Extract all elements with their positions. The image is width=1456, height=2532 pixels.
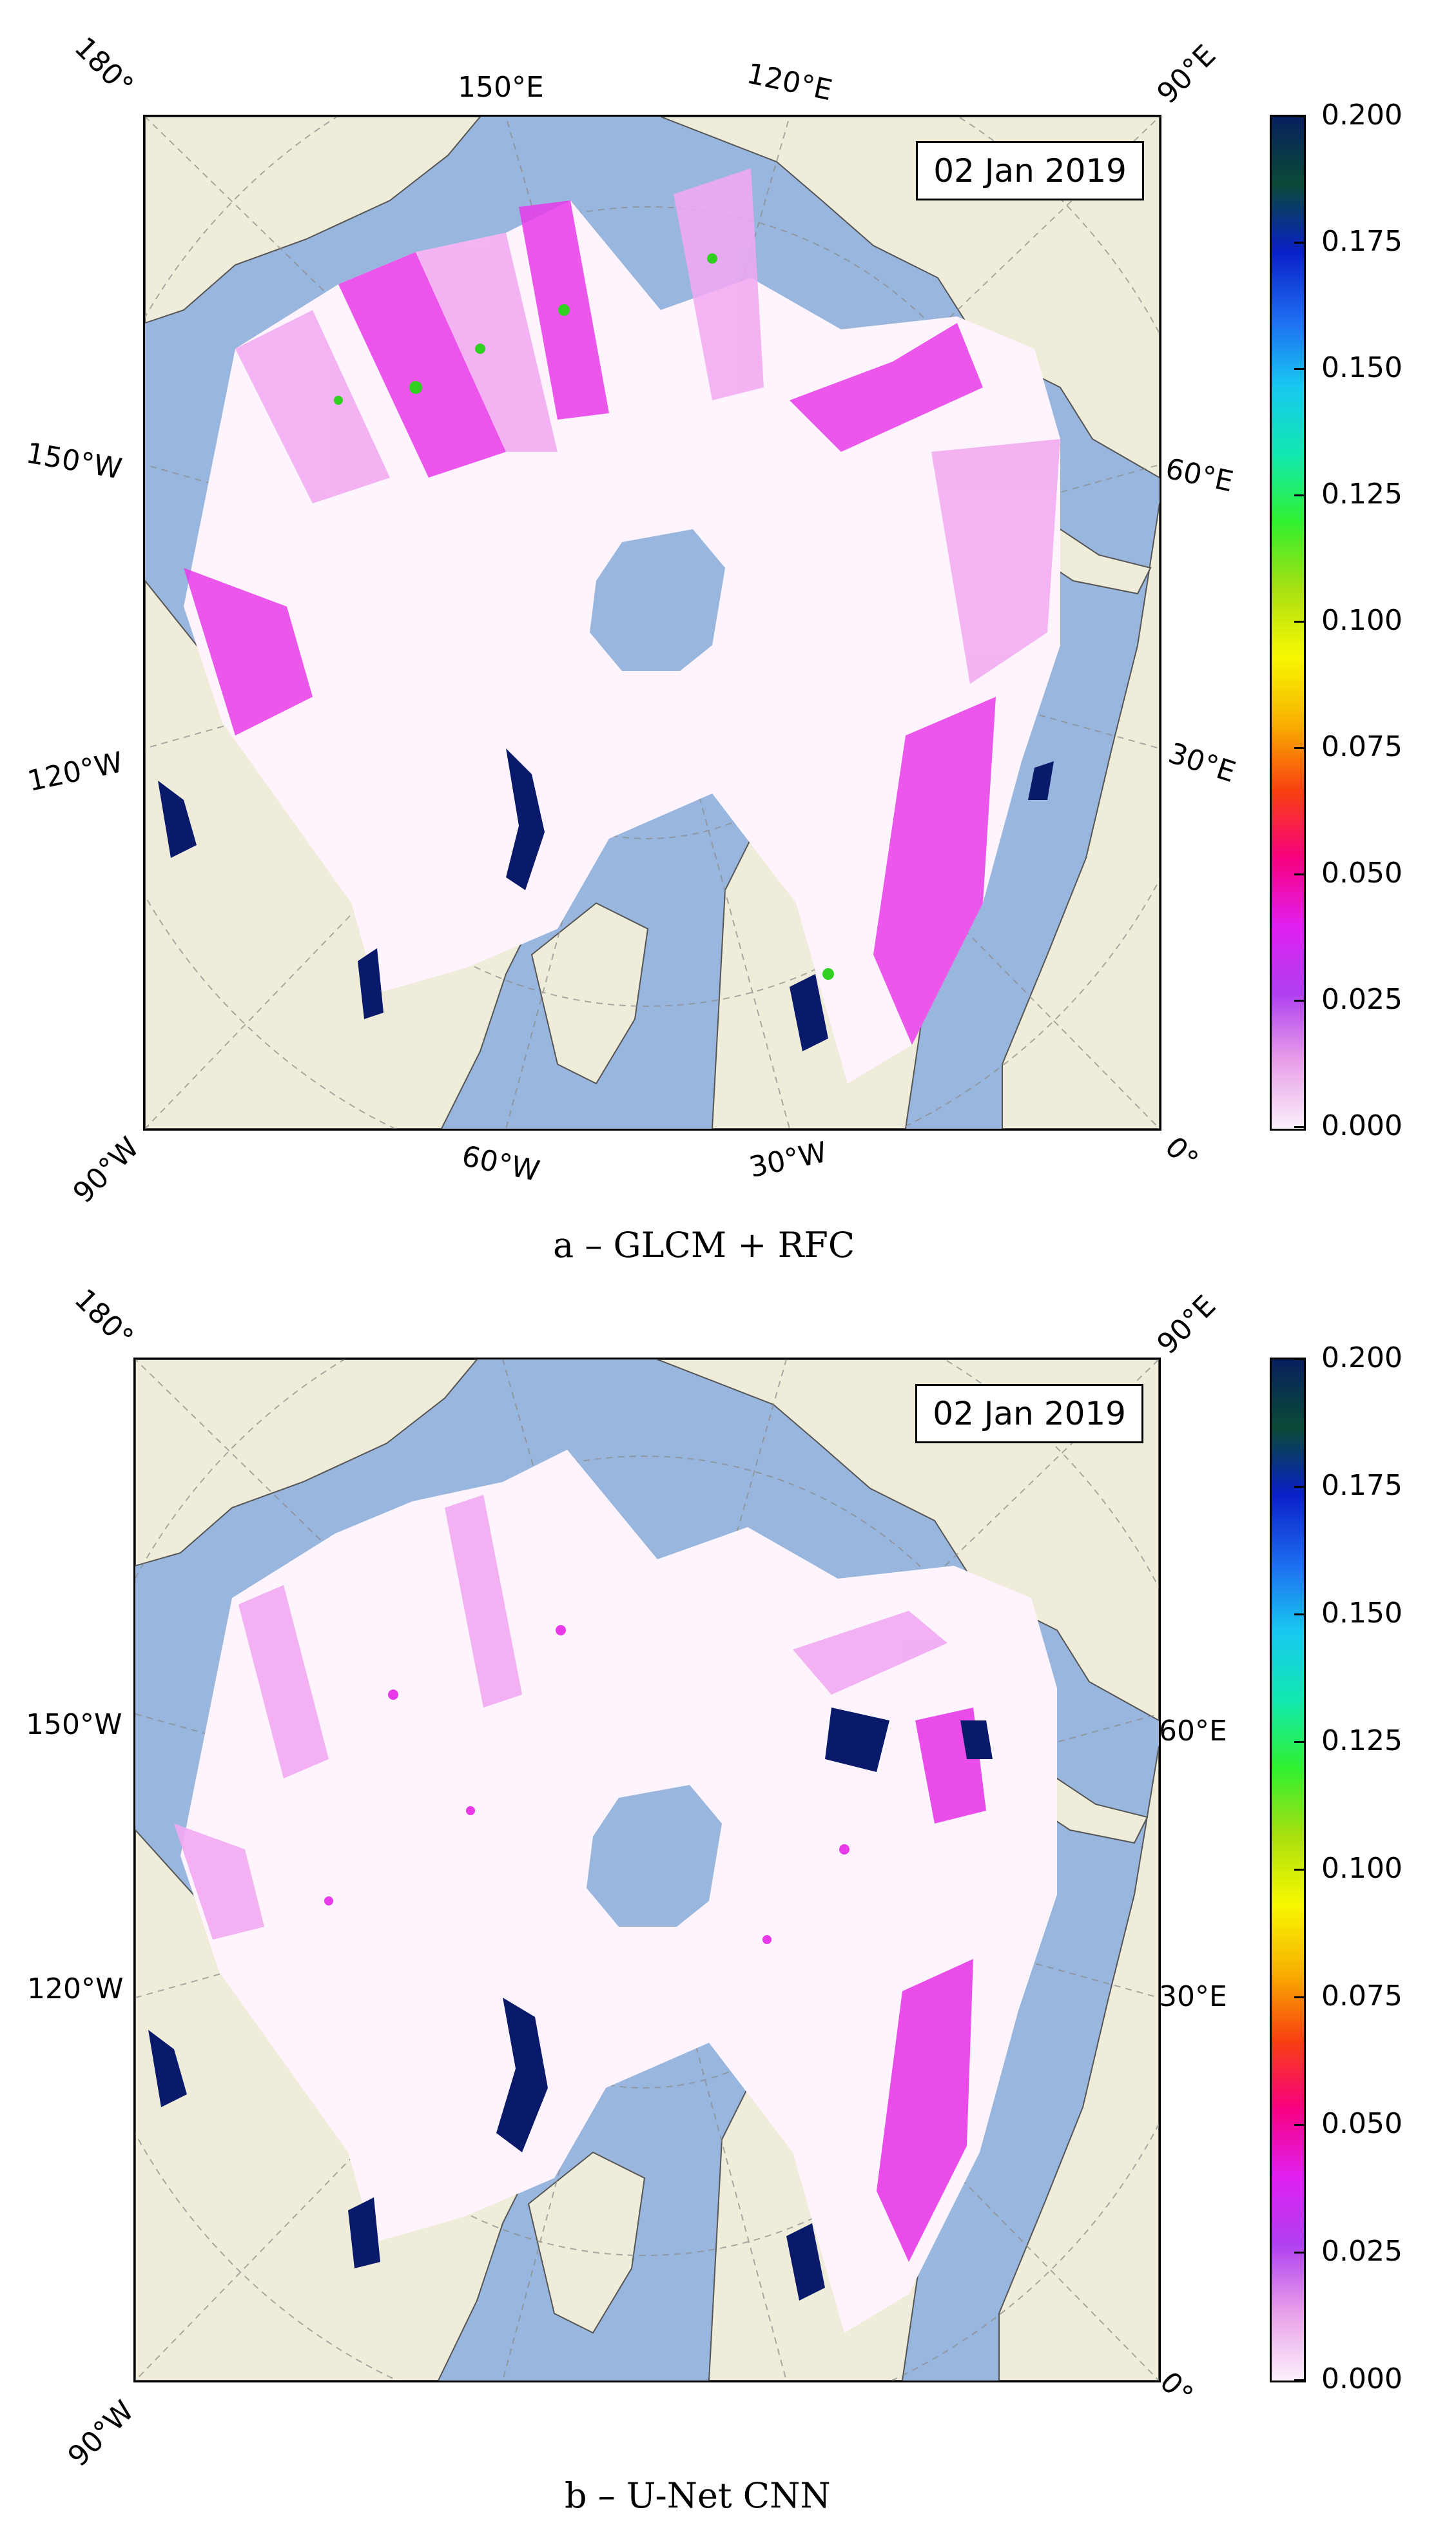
- coastal-band: [506, 748, 545, 890]
- lon-label-30e: 30°E: [1159, 1980, 1227, 2013]
- swath-band: [416, 233, 558, 452]
- speckle-spot: [324, 1896, 333, 1905]
- lon-label-150e: 150°E: [458, 71, 544, 104]
- colorbar-tick: 0.150: [1294, 351, 1403, 384]
- speckle-spot: [558, 304, 570, 316]
- coastal-band: [1028, 761, 1054, 800]
- lon-label-120w: 120°W: [27, 1972, 124, 2005]
- colorbar-tick: 0.200: [1294, 99, 1403, 131]
- speckle-band: [445, 1495, 522, 1708]
- colorbar-tick: 0.000: [1294, 2362, 1403, 2395]
- colorbar-tick: 0.025: [1294, 983, 1403, 1016]
- lon-label-0: 0°: [1158, 1130, 1205, 1177]
- colorbar-tick: 0.050: [1294, 857, 1403, 890]
- lon-label-150w: 150°W: [26, 1708, 122, 1741]
- colorbar-tick: 0.025: [1294, 2235, 1403, 2268]
- lon-label-90w: 90°W: [66, 1131, 146, 1210]
- speckle-spots: [334, 253, 834, 980]
- colorbar-tick: 0.175: [1294, 225, 1403, 258]
- speckle-spot: [409, 381, 422, 394]
- coastal-band: [786, 2223, 825, 2301]
- panel-a: 180° 150°E 120°E 90°E 150°W 60°E 120°W 3…: [0, 0, 1456, 1265]
- lon-label-120e: 120°E: [744, 57, 835, 108]
- lon-label-90e: 90°E: [1150, 39, 1223, 110]
- speckle-band: [877, 1959, 973, 2262]
- lon-label-120w: 120°W: [24, 746, 126, 798]
- speckle-spot: [762, 1935, 772, 1944]
- land-alaska-siberia: [135, 1359, 478, 1567]
- arctic-map-b: [135, 1359, 1159, 2381]
- arctic-map-a: [145, 117, 1160, 1129]
- colorbar-tick: 0.000: [1294, 1109, 1403, 1142]
- colorbar-tick: 0.125: [1294, 478, 1403, 511]
- swath-band: [235, 310, 390, 503]
- colorbar-tick: 0.075: [1294, 1980, 1403, 2012]
- lon-label-90e: 90°E: [1150, 1289, 1223, 1361]
- land-baffin: [527, 2151, 646, 2334]
- speckle-band: [238, 1585, 329, 1778]
- land-alaska-siberia: [145, 117, 481, 324]
- lon-label-60w: 60°W: [459, 1139, 543, 1189]
- lon-label-180: 180°: [68, 1282, 140, 1355]
- coastal-band: [348, 2197, 380, 2268]
- colorbar-tick: 0.200: [1294, 1341, 1403, 1374]
- colorbar-tick: 0.100: [1294, 1852, 1403, 1885]
- coastal-high-values: [158, 748, 1054, 1051]
- speckle-spot: [475, 344, 485, 354]
- speckle-spot: [466, 1806, 475, 1815]
- land-northern-europe: [1002, 503, 1160, 1129]
- colorbar-tick: 0.125: [1294, 1724, 1403, 1757]
- lon-label-180: 180°: [68, 30, 140, 103]
- speckle-spot: [334, 396, 343, 405]
- colorbar-tick: 0.175: [1294, 1469, 1403, 1502]
- swath-band: [931, 439, 1060, 684]
- swath-bands: [184, 168, 1060, 1045]
- map-frame-b: 02 Jan 2019: [133, 1358, 1161, 2382]
- speckle-spot: [707, 253, 717, 264]
- speckle-spot: [839, 1844, 849, 1855]
- speckle-band: [174, 1824, 264, 1940]
- coastal-band: [825, 1708, 889, 1772]
- lon-label-90w: 90°W: [61, 2394, 141, 2473]
- colorbar-tick: 0.100: [1294, 604, 1403, 637]
- map-frame-a: 02 Jan 2019: [143, 115, 1161, 1131]
- panel-b: 180° 90°E 150°W 60°E 120°W 30°E 90°W 0°: [0, 1263, 1456, 2532]
- swath-band: [338, 252, 506, 478]
- caption-a: a – GLCM + RFC: [553, 1225, 855, 1265]
- speckle-spot: [822, 968, 834, 980]
- pole-hole: [587, 1785, 722, 1927]
- date-label-a: 02 Jan 2019: [916, 141, 1144, 200]
- coastal-band: [358, 948, 383, 1019]
- lon-label-60e: 60°E: [1159, 1715, 1227, 1748]
- coastal-band: [790, 974, 828, 1051]
- lon-label-60e: 60°E: [1162, 452, 1236, 499]
- colorbar-a: [1270, 115, 1306, 1131]
- coastal-high-values: [148, 1708, 993, 2301]
- coastal-band: [960, 1720, 993, 1759]
- lon-label-150w: 150°W: [23, 436, 124, 486]
- colorbar-tick: 0.050: [1294, 2107, 1403, 2140]
- speckle-band: [793, 1611, 947, 1695]
- lon-label-30e: 30°E: [1164, 736, 1240, 790]
- coastal-band: [158, 781, 197, 858]
- land-baffin: [530, 902, 649, 1085]
- lon-label-30w: 30°W: [746, 1135, 830, 1185]
- caption-b: b – U-Net CNN: [565, 2475, 831, 2516]
- speckle-spots: [324, 1625, 849, 1944]
- land-northern-europe: [998, 1746, 1159, 2381]
- swath-band: [674, 168, 764, 400]
- colorbar-tick: 0.150: [1294, 1597, 1403, 1630]
- swath-band: [184, 568, 313, 735]
- pole-hole: [590, 529, 725, 671]
- swath-band: [790, 323, 983, 452]
- colorbar-tick: 0.075: [1294, 730, 1403, 763]
- swath-band: [873, 697, 996, 1045]
- coastal-band: [496, 1998, 548, 2152]
- speckle-spot: [388, 1690, 398, 1700]
- speckle-spot: [556, 1625, 566, 1635]
- date-label-b: 02 Jan 2019: [915, 1384, 1143, 1443]
- coastal-band: [148, 2030, 187, 2107]
